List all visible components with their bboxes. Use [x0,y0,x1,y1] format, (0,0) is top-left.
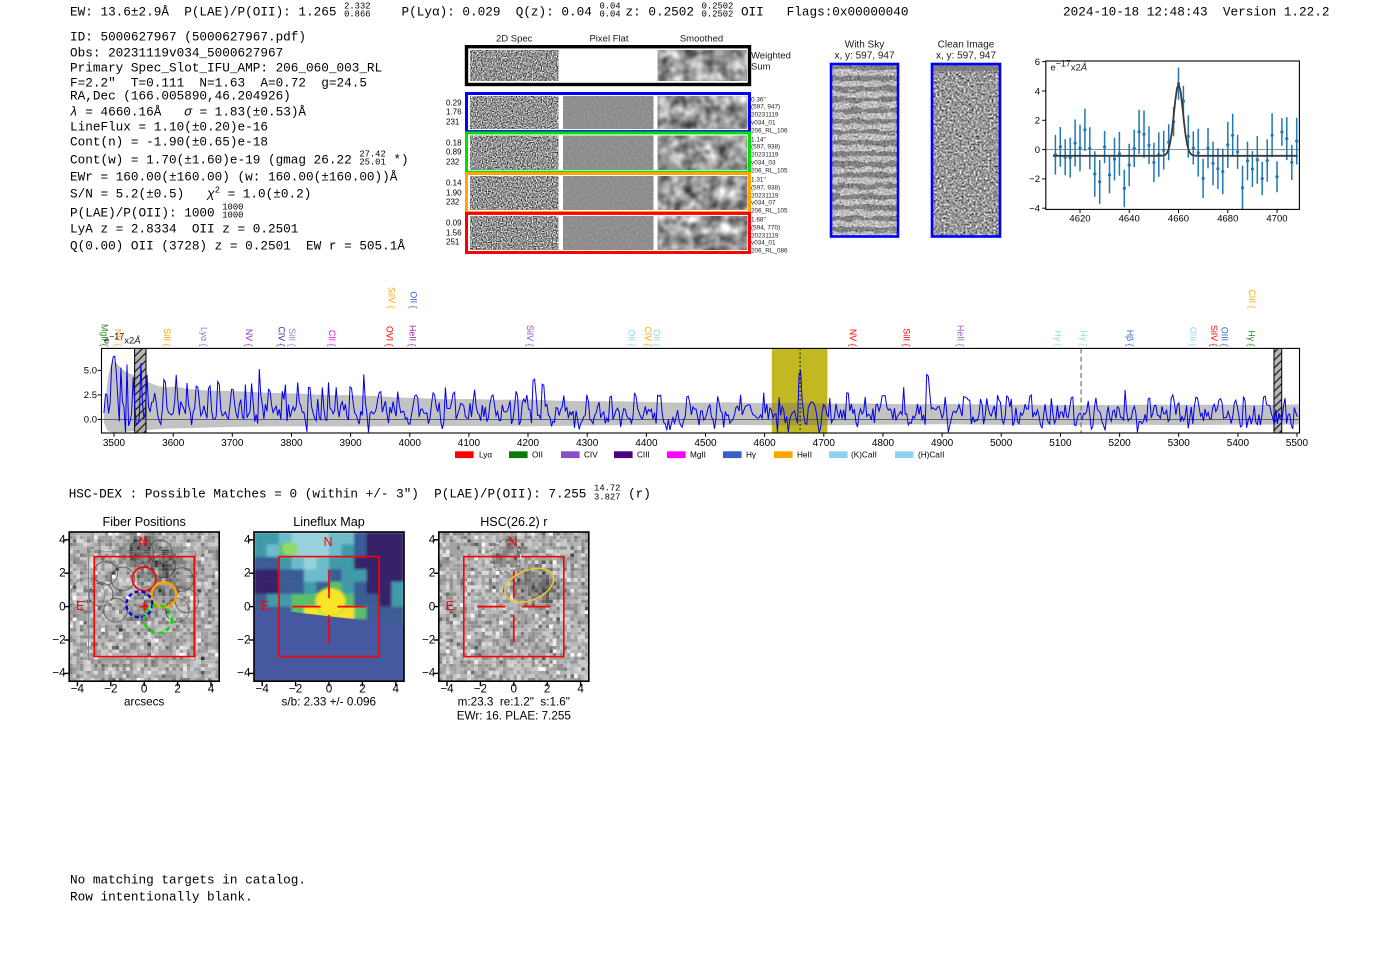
svg-text:OII {: OII { [651,329,661,346]
svg-text:Lyα {: Lyα { [199,327,209,346]
svg-text:CIII {: CIII { [1247,289,1257,308]
svg-text:OII {: OII { [408,291,418,308]
svg-text:4: 4 [1035,86,1040,97]
svg-text:−4: −4 [1029,204,1040,215]
svg-text:4000: 4000 [399,438,422,449]
svg-text:2: 2 [1035,116,1040,127]
svg-text:Hγ {: Hγ { [1053,330,1063,346]
svg-text:NV {: NV { [113,329,123,347]
svg-text:SiIV {: SiIV { [1209,325,1219,347]
svg-text:Hγ: Hγ [746,451,757,460]
svg-text:OII {: OII { [626,329,636,346]
svg-text:5400: 5400 [1227,438,1250,449]
svg-text:0.0: 0.0 [84,415,97,426]
svg-text:OIII {: OIII { [1188,327,1198,347]
svg-text:4640: 4640 [1119,214,1140,225]
svg-text:NV {: NV { [848,329,858,347]
svg-text:SiIV {: SiIV { [525,325,535,347]
svg-text:3800: 3800 [280,438,303,449]
svg-text:4500: 4500 [694,438,717,449]
svg-text:CIV: CIV [584,451,598,460]
svg-text:6: 6 [1035,57,1040,68]
svg-text:0: 0 [1035,145,1040,156]
svg-text:4400: 4400 [635,438,658,449]
svg-text:2.5: 2.5 [84,390,97,401]
svg-text:MgII {: MgII { [99,324,109,347]
svg-text:HeII {: HeII { [407,325,417,347]
svg-text:5100: 5100 [1049,438,1072,449]
svg-text:CIV {: CIV { [643,326,653,346]
svg-text:4700: 4700 [813,438,836,449]
svg-text:CIV {: CIV { [277,326,287,346]
svg-text:SiII {: SiII { [901,328,911,346]
svg-text:4300: 4300 [576,438,599,449]
svg-text:SiIV {: SiIV { [386,287,396,309]
svg-text:4660: 4660 [1168,214,1189,225]
svg-text:5000: 5000 [990,438,1013,449]
svg-text:4700: 4700 [1266,214,1287,225]
svg-text:5500: 5500 [1286,438,1309,449]
svg-text:Hγ {: Hγ { [1247,330,1257,346]
svg-text:4100: 4100 [458,438,481,449]
svg-text:4900: 4900 [931,438,954,449]
svg-text:4200: 4200 [517,438,540,449]
svg-text:3900: 3900 [339,438,362,449]
svg-text:(K)CaII: (K)CaII [851,451,877,460]
svg-text:5.0: 5.0 [84,366,97,377]
svg-text:CIII: CIII [637,451,650,460]
svg-text:MgII: MgII [690,451,706,460]
svg-text:5300: 5300 [1168,438,1191,449]
svg-text:CII {: CII { [327,330,337,347]
svg-text:5200: 5200 [1108,438,1131,449]
svg-text:4680: 4680 [1217,214,1238,225]
svg-text:4600: 4600 [753,438,776,449]
svg-text:3500: 3500 [103,438,126,449]
svg-text:3600: 3600 [162,438,185,449]
svg-text:4800: 4800 [872,438,895,449]
svg-text:OII: OII [532,451,543,460]
svg-text:OVI {: OVI { [385,326,395,347]
svg-text:HeII {: HeII { [955,325,965,347]
svg-text:SiII {: SiII { [287,328,297,346]
svg-text:SiII {: SiII { [162,328,172,346]
svg-text:Hβ {: Hβ { [1125,330,1135,347]
svg-text:Hγ {: Hγ { [1079,330,1089,346]
svg-text:OIII {: OIII { [1220,327,1230,347]
svg-text:4620: 4620 [1069,214,1090,225]
svg-text:−2: −2 [1029,174,1040,185]
svg-text:(H)CaII: (H)CaII [918,451,944,460]
svg-text:3700: 3700 [221,438,244,449]
svg-text:NV {: NV { [244,329,254,347]
svg-text:HeII: HeII [797,451,812,460]
svg-text:Lyα: Lyα [479,451,492,460]
